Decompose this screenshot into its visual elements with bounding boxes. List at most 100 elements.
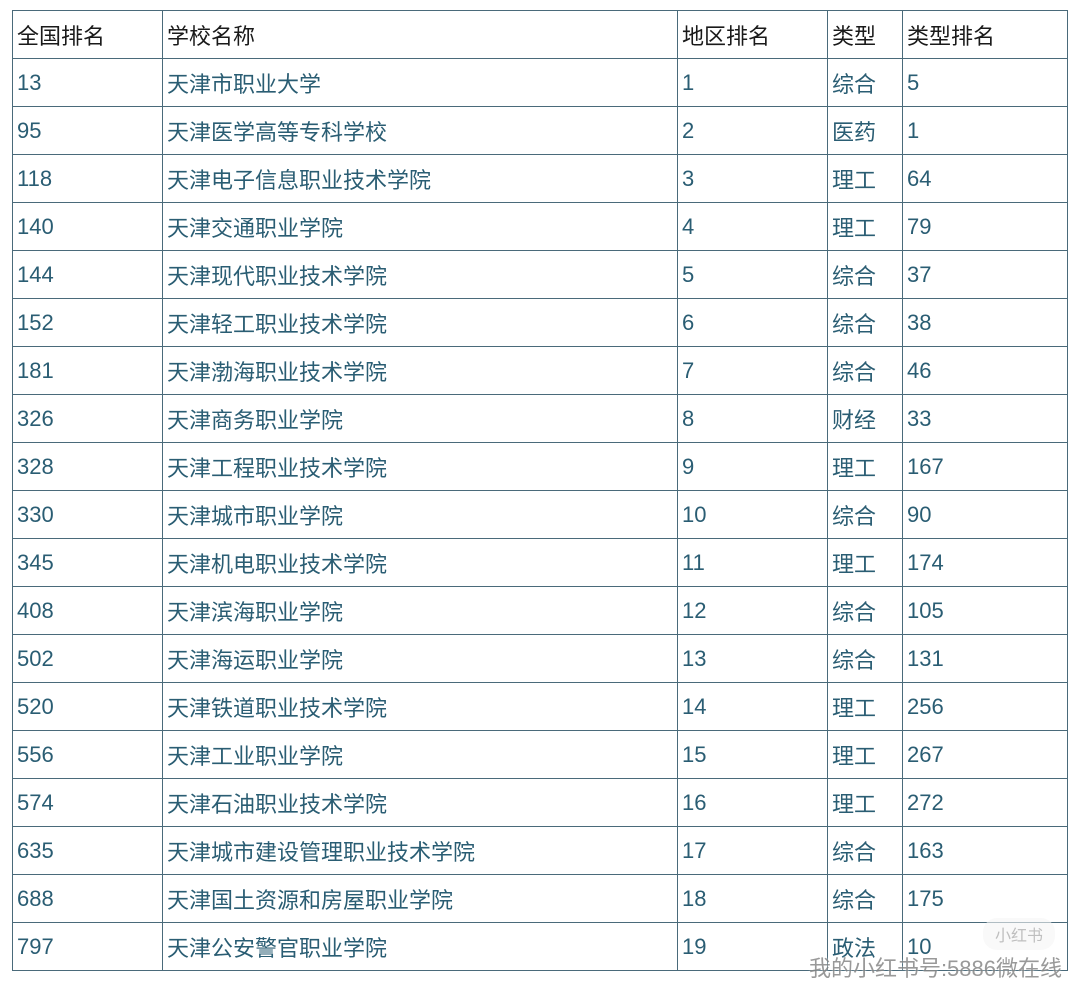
table-cell: 574 [13,779,163,827]
table-cell: 天津国土资源和房屋职业学院 [163,875,678,923]
table-cell: 181 [13,347,163,395]
table-cell: 综合 [828,59,903,107]
table-row: 502天津海运职业学院13综合131 [13,635,1068,683]
table-cell: 理工 [828,443,903,491]
table-cell: 131 [903,635,1068,683]
table-row: 181天津渤海职业技术学院7综合46 [13,347,1068,395]
table-cell: 95 [13,107,163,155]
table-cell: 272 [903,779,1068,827]
table-cell: 12 [678,587,828,635]
table-cell: 综合 [828,635,903,683]
table-cell: 政法 [828,923,903,971]
table-cell: 18 [678,875,828,923]
table-row: 140天津交通职业学院4理工79 [13,203,1068,251]
table-cell: 688 [13,875,163,923]
table-cell: 天津公安警官职业学院 [163,923,678,971]
table-cell: 267 [903,731,1068,779]
table-row: 574天津石油职业技术学院16理工272 [13,779,1068,827]
table-row: 408天津滨海职业学院12综合105 [13,587,1068,635]
table-cell: 天津滨海职业学院 [163,587,678,635]
table-cell: 4 [678,203,828,251]
table-row: 520天津铁道职业技术学院14理工256 [13,683,1068,731]
table-body: 13天津市职业大学1综合595天津医学高等专科学校2医药1118天津电子信息职业… [13,59,1068,971]
table-cell: 328 [13,443,163,491]
table-cell: 天津工程职业技术学院 [163,443,678,491]
table-cell: 天津市职业大学 [163,59,678,107]
table-cell: 理工 [828,731,903,779]
table-cell: 8 [678,395,828,443]
table-cell: 64 [903,155,1068,203]
table-cell: 医药 [828,107,903,155]
table-cell: 天津石油职业技术学院 [163,779,678,827]
table-row: 118天津电子信息职业技术学院3理工64 [13,155,1068,203]
table-row: 556天津工业职业学院15理工267 [13,731,1068,779]
table-row: 345天津机电职业技术学院11理工174 [13,539,1068,587]
table-cell: 408 [13,587,163,635]
table-cell: 3 [678,155,828,203]
table-cell: 理工 [828,683,903,731]
table-cell: 635 [13,827,163,875]
table-cell: 天津商务职业学院 [163,395,678,443]
table-cell: 11 [678,539,828,587]
table-cell: 10 [903,923,1068,971]
table-cell: 10 [678,491,828,539]
table-row: 330天津城市职业学院10综合90 [13,491,1068,539]
table-cell: 502 [13,635,163,683]
table-cell: 90 [903,491,1068,539]
table-row: 152天津轻工职业技术学院6综合38 [13,299,1068,347]
table-row: 688天津国土资源和房屋职业学院18综合175 [13,875,1068,923]
table-cell: 797 [13,923,163,971]
table-cell: 5 [903,59,1068,107]
table-cell: 256 [903,683,1068,731]
table-cell: 330 [13,491,163,539]
table-cell: 140 [13,203,163,251]
table-cell: 13 [13,59,163,107]
table-row: 144天津现代职业技术学院5综合37 [13,251,1068,299]
table-cell: 17 [678,827,828,875]
table-cell: 13 [678,635,828,683]
table-cell: 38 [903,299,1068,347]
table-cell: 7 [678,347,828,395]
table-cell: 105 [903,587,1068,635]
table-cell: 14 [678,683,828,731]
table-cell: 理工 [828,155,903,203]
table-cell: 综合 [828,251,903,299]
table-cell: 综合 [828,587,903,635]
table-cell: 财经 [828,395,903,443]
table-cell: 152 [13,299,163,347]
table-row: 13天津市职业大学1综合5 [13,59,1068,107]
table-row: 328天津工程职业技术学院9理工167 [13,443,1068,491]
table-cell: 天津城市建设管理职业技术学院 [163,827,678,875]
table-row: 797天津公安警官职业学院19政法10 [13,923,1068,971]
table-cell: 46 [903,347,1068,395]
table-cell: 9 [678,443,828,491]
table-cell: 理工 [828,203,903,251]
table-cell: 天津现代职业技术学院 [163,251,678,299]
table-cell: 理工 [828,539,903,587]
table-cell: 345 [13,539,163,587]
table-cell: 天津交通职业学院 [163,203,678,251]
table-cell: 天津城市职业学院 [163,491,678,539]
table-cell: 综合 [828,491,903,539]
ranking-table: 全国排名 学校名称 地区排名 类型 类型排名 13天津市职业大学1综合595天津… [12,10,1068,971]
table-cell: 37 [903,251,1068,299]
table-header-row: 全国排名 学校名称 地区排名 类型 类型排名 [13,11,1068,59]
table-row: 95天津医学高等专科学校2医药1 [13,107,1068,155]
table-cell: 1 [903,107,1068,155]
table-row: 326天津商务职业学院8财经33 [13,395,1068,443]
col-header-national-rank: 全国排名 [13,11,163,59]
table-cell: 118 [13,155,163,203]
table-cell: 16 [678,779,828,827]
table-cell: 175 [903,875,1068,923]
table-cell: 理工 [828,779,903,827]
table-cell: 1 [678,59,828,107]
table-cell: 2 [678,107,828,155]
table-cell: 167 [903,443,1068,491]
col-header-type: 类型 [828,11,903,59]
table-cell: 144 [13,251,163,299]
table-cell: 15 [678,731,828,779]
table-cell: 天津渤海职业技术学院 [163,347,678,395]
col-header-school-name: 学校名称 [163,11,678,59]
table-cell: 综合 [828,299,903,347]
table-cell: 326 [13,395,163,443]
